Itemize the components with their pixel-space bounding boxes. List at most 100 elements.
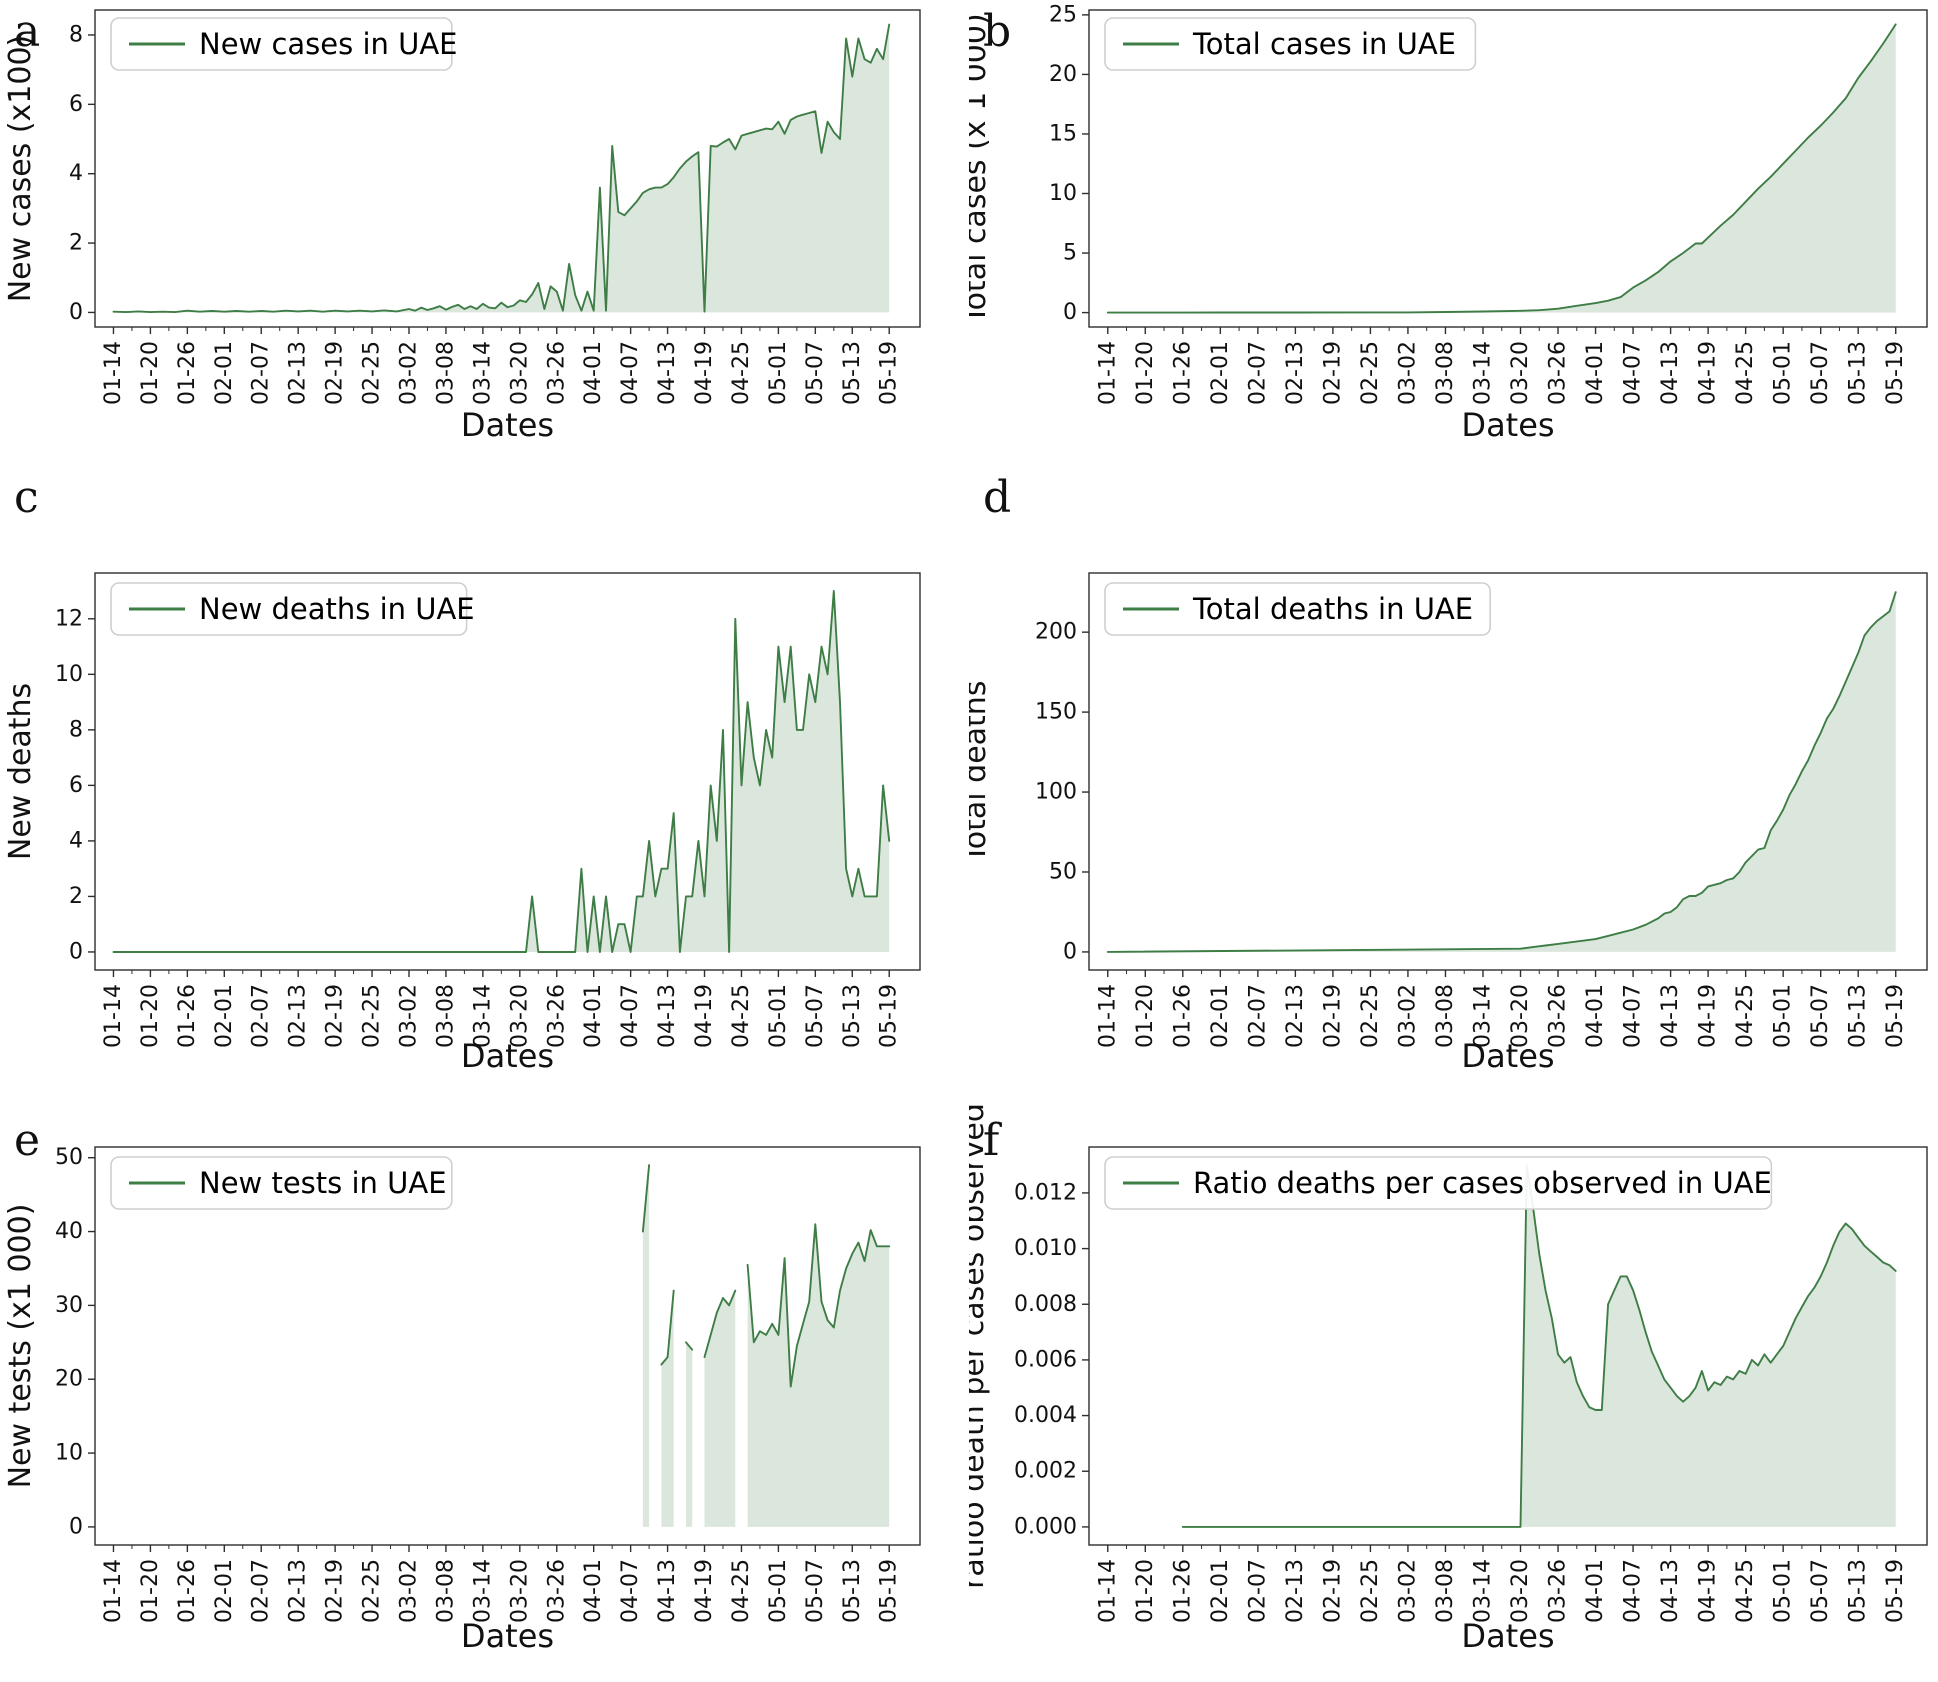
series-line xyxy=(685,1341,694,1351)
x-tick-label: 01-20 xyxy=(138,1559,163,1623)
y-tick-label: 150 xyxy=(1035,700,1077,725)
y-tick-label: 6 xyxy=(69,92,83,117)
panel-letter-d: d xyxy=(983,472,1011,523)
x-axis: 01-14 01-20 01-26 02-01 02-07 02-13 02-19 02-25… xyxy=(101,970,902,1075)
y-axis: 0 2 4 6 8 New cases (x100) xyxy=(3,22,95,325)
y-axis-label: ratioo death per cases observed xyxy=(969,1103,991,1589)
series-fill xyxy=(113,591,890,952)
y-axis-label: Total cases (x 1 000) xyxy=(969,13,993,324)
x-tick-label: 05-19 xyxy=(877,984,902,1048)
y-axis: 0 5 10 15 20 25 Total cases (x 1 000) xyxy=(969,2,1089,325)
x-tick-label: 01-20 xyxy=(1133,341,1158,405)
x-tick-label: 04-13 xyxy=(655,984,680,1048)
y-axis: 0 50 100 150 200 Total deaths xyxy=(969,620,1089,964)
x-axis: 01-14 01-20 01-26 02-01 02-07 02-13 02-19 02-25… xyxy=(101,327,902,444)
x-tick-label: 03-20 xyxy=(1508,1559,1533,1623)
series-line xyxy=(660,1289,675,1366)
y-tick-label: 0 xyxy=(69,939,83,964)
x-tick-label: 04-13 xyxy=(1658,341,1683,405)
y-axis-label: New tests (x1 000) xyxy=(3,1204,38,1489)
x-tick-label: 04-13 xyxy=(1658,1559,1683,1623)
x-tick-label: 05-07 xyxy=(803,1559,828,1623)
plot-frame xyxy=(1088,572,1928,971)
y-tick-label: 100 xyxy=(1035,780,1077,805)
y-tick-label: 50 xyxy=(1049,859,1077,884)
x-tick-label: 03-20 xyxy=(1508,341,1533,405)
x-tick-label: 03-26 xyxy=(544,1559,569,1623)
series-fill xyxy=(113,24,890,313)
x-axis-label: Dates xyxy=(461,1617,554,1655)
panel-letter-b: b xyxy=(983,6,1011,57)
x-tick-label: 04-25 xyxy=(729,984,754,1048)
x-tick-label: 03-14 xyxy=(1470,341,1495,405)
x-tick-label: 02-01 xyxy=(212,984,237,1048)
x-tick-label: 04-19 xyxy=(1696,984,1721,1048)
x-tick-label: 05-07 xyxy=(803,341,828,405)
x-tick-label: 04-07 xyxy=(618,341,643,405)
y-tick-label: 2 xyxy=(69,884,83,909)
y-axis-label: New deaths xyxy=(3,683,38,860)
panel-letter-e: e xyxy=(14,1115,40,1166)
x-tick-label: 02-25 xyxy=(360,984,385,1048)
x-tick-label: 02-25 xyxy=(360,1559,385,1623)
plot-frame xyxy=(1088,1146,1928,1546)
x-tick-label: 05-01 xyxy=(766,341,791,405)
x-tick-label: 04-19 xyxy=(1696,1559,1721,1623)
x-tick-label: 02-13 xyxy=(286,1559,311,1623)
legend: Ratio deaths per cases observed in UAE xyxy=(1104,1156,1773,1210)
x-tick-label: 01-26 xyxy=(1170,984,1195,1048)
x-axis-label: Dates xyxy=(461,406,554,444)
x-tick-label: 01-14 xyxy=(1095,1559,1120,1623)
y-tick-label: 0.010 xyxy=(1014,1236,1077,1261)
y-tick-label: 5 xyxy=(1063,241,1077,266)
panel-letter-a: a xyxy=(14,6,40,57)
legend-label: New cases in UAE xyxy=(199,27,458,61)
legend-label: Total cases in UAE xyxy=(1192,27,1456,61)
y-tick-label: 0.012 xyxy=(1014,1180,1077,1205)
x-tick-label: 02-13 xyxy=(1283,1559,1308,1623)
x-tick-label: 03-26 xyxy=(544,341,569,405)
x-axis: 01-14 01-20 01-26 02-01 02-07 02-13 02-19 02-25… xyxy=(101,1545,902,1655)
y-tick-label: 0.000 xyxy=(1014,1514,1077,1539)
plot-frame xyxy=(94,1146,921,1546)
x-tick-label: 03-20 xyxy=(507,1559,532,1623)
chart-e-canvas: e 0 10 20 30 40 50 New tests (x1 000) 01-14 01-20… xyxy=(3,1115,921,1655)
x-tick-label: 04-19 xyxy=(692,1559,717,1623)
legend-box xyxy=(1104,17,1477,71)
y-tick-label: 15 xyxy=(1049,121,1077,146)
x-tick-label: 02-01 xyxy=(1208,984,1233,1048)
series-fill xyxy=(704,1290,736,1527)
y-tick-label: 2 xyxy=(69,231,83,256)
x-tick-label: 03-14 xyxy=(1470,984,1495,1048)
x-tick-label: 02-07 xyxy=(1245,1559,1270,1623)
x-tick-label: 04-01 xyxy=(1583,1559,1608,1623)
legend-label: New tests in UAE xyxy=(199,1166,447,1200)
x-axis-label: Dates xyxy=(1461,406,1554,444)
series-fill xyxy=(1107,24,1896,313)
y-tick-label: 10 xyxy=(55,1441,83,1466)
x-tick-label: 03-08 xyxy=(433,984,458,1048)
y-tick-label: 50 xyxy=(55,1145,83,1170)
x-tick-label: 04-01 xyxy=(581,1559,606,1623)
x-tick-label: 01-14 xyxy=(101,341,126,405)
x-tick-label: 05-13 xyxy=(1846,341,1871,405)
y-tick-label: 4 xyxy=(69,828,83,853)
legend-box xyxy=(110,582,468,636)
x-tick-label: 04-07 xyxy=(1621,984,1646,1048)
legend: Total deaths in UAE xyxy=(1104,582,1492,636)
x-tick-label: 03-14 xyxy=(1470,1559,1495,1623)
y-axis: 0 2 4 6 8 10 12 New deaths xyxy=(3,606,95,964)
series-fill xyxy=(642,1165,650,1527)
x-tick-label: 03-02 xyxy=(396,1559,421,1623)
x-tick-label: 03-14 xyxy=(470,341,495,405)
x-axis-label: Dates xyxy=(461,1037,554,1075)
x-tick-label: 05-07 xyxy=(1808,1559,1833,1623)
x-tick-label: 02-07 xyxy=(1245,341,1270,405)
x-tick-label: 04-25 xyxy=(1733,984,1758,1048)
legend-box xyxy=(110,1156,453,1210)
legend: New tests in UAE xyxy=(110,1156,453,1210)
y-tick-label: 20 xyxy=(1049,62,1077,87)
x-tick-label: 05-13 xyxy=(840,1559,865,1623)
x-tick-label: 02-07 xyxy=(249,341,274,405)
